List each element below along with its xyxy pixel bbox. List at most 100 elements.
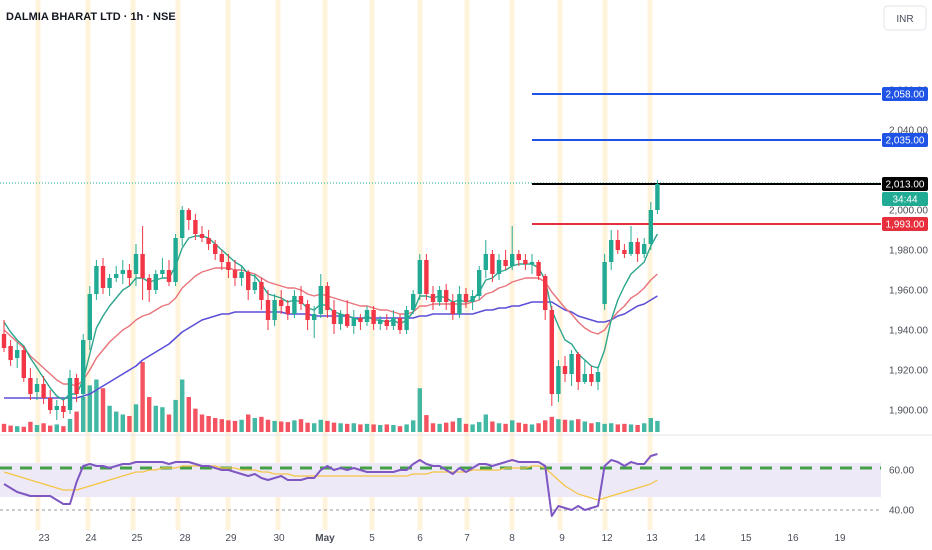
candle-body (239, 272, 244, 278)
volume-bar (120, 414, 125, 432)
time-tick-label: 15 (740, 533, 752, 544)
rsi-ma-line (3, 465, 658, 501)
candle-body (655, 184, 660, 210)
candle-body (457, 294, 462, 314)
session-column (130, 0, 136, 530)
candle-body (232, 270, 238, 278)
volume-bar (477, 422, 482, 432)
candle-body (496, 260, 502, 274)
candle-body (279, 300, 284, 306)
price-tick-label: 1,940.00 (889, 326, 928, 337)
volume-bar (107, 405, 112, 432)
volume-bar (312, 423, 317, 432)
volume-bar (595, 422, 601, 432)
volume-bar (219, 419, 224, 432)
candlesticks (1, 180, 660, 420)
volume-bar (54, 424, 59, 432)
candle-body (358, 318, 363, 322)
volume-bar (74, 411, 79, 432)
candle-body (477, 270, 482, 296)
candle-body (615, 240, 620, 250)
time-tick-label: 16 (787, 533, 799, 544)
candle-body (543, 276, 548, 310)
candle-body (411, 294, 416, 310)
volume-bar (404, 424, 409, 432)
candle-body (562, 366, 568, 374)
time-tick-label: 23 (38, 533, 50, 544)
volume-bar (391, 425, 396, 432)
volume-bar (173, 399, 178, 432)
volume-bar (615, 424, 620, 432)
level-label-1993: 1,993.00 (886, 220, 925, 231)
volume-bar (510, 420, 515, 432)
time-tick-label: 12 (601, 533, 613, 544)
volume-bar (463, 423, 469, 432)
candle-body (378, 320, 383, 324)
time-tick-label: 14 (694, 533, 706, 544)
candle-body (437, 290, 442, 302)
time-tick-label: 7 (464, 533, 470, 544)
volume-bar (87, 385, 92, 432)
candle-body (206, 238, 211, 244)
candle-body (265, 300, 271, 320)
time-tick-label: 19 (834, 533, 846, 544)
volume-bar (252, 418, 257, 432)
candle-body (160, 270, 165, 274)
volume-bar (628, 424, 634, 432)
candle-body (298, 296, 304, 304)
volume-bar (589, 423, 594, 432)
candle-body (536, 262, 541, 276)
volume-bar (272, 420, 277, 432)
candle-body (74, 378, 79, 394)
candle-body (490, 254, 495, 274)
candle-body (87, 294, 92, 340)
volume-bar (457, 418, 462, 432)
volume-bar (133, 404, 139, 432)
candle-body (470, 296, 475, 302)
volume-bar (259, 416, 264, 432)
volume-bars (1, 362, 660, 432)
candle-body (127, 270, 132, 278)
candle-body (193, 220, 198, 234)
rsi-tick-label: 60.00 (889, 466, 914, 477)
candle-body (503, 260, 508, 266)
volume-bar (490, 421, 495, 432)
candle-body (61, 406, 66, 412)
session-column (647, 0, 653, 530)
volume-bar (655, 420, 660, 432)
volume-bar (397, 426, 403, 432)
rsi-pane (0, 453, 881, 517)
volume-bar (430, 423, 436, 432)
volume-bar (213, 418, 218, 432)
volume-bar (549, 416, 554, 432)
volume-bar (536, 423, 541, 432)
ema-mid-line (3, 267, 658, 387)
candle-body (417, 260, 422, 294)
volume-bar (470, 424, 475, 432)
candle-body (114, 274, 119, 278)
candle-body (424, 260, 429, 294)
volume-bar (496, 423, 502, 432)
volume-bar (417, 388, 422, 432)
session-column (369, 0, 375, 530)
candle-body (272, 300, 277, 320)
time-tick-label: 9 (559, 533, 565, 544)
level-label-2058-box (882, 87, 928, 101)
candle-body (318, 286, 323, 314)
candle-body (622, 250, 627, 254)
rsi-line (3, 453, 658, 517)
currency-button[interactable] (883, 5, 927, 31)
volume-bar (8, 425, 13, 432)
volume-bar (364, 423, 370, 432)
candle-body (642, 244, 647, 254)
chart-title: DALMIA BHARAT LTD · 1h · NSE (6, 11, 176, 23)
volume-bar (556, 419, 561, 432)
candle-body (345, 314, 350, 326)
volume-bar (199, 414, 205, 432)
level-label-2035-box (882, 133, 928, 147)
session-column (275, 0, 281, 530)
volume-bar (28, 421, 33, 432)
moving-averages (3, 233, 659, 401)
candle-body (595, 372, 601, 382)
